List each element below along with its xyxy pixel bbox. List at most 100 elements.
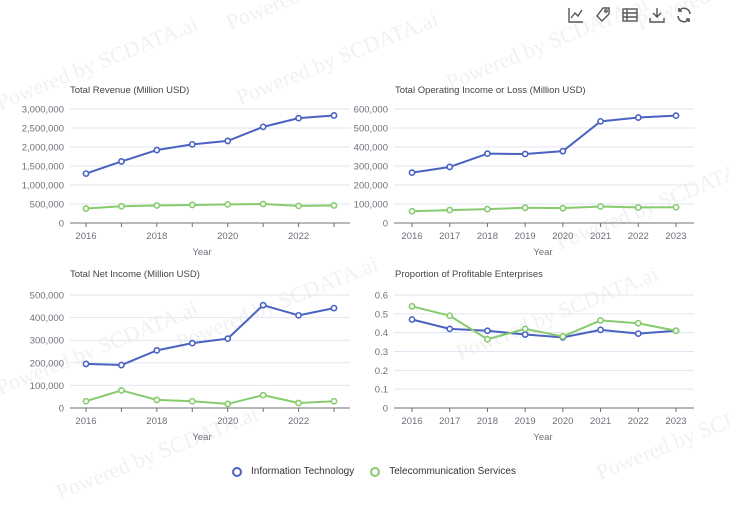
x-axis-label: Year <box>533 432 552 443</box>
data-point[interactable] <box>82 170 90 177</box>
data-point[interactable] <box>446 206 454 214</box>
data-point[interactable] <box>153 346 161 354</box>
data-point[interactable] <box>295 202 302 210</box>
data-point[interactable] <box>330 112 338 119</box>
data-point[interactable] <box>521 150 529 158</box>
data-point[interactable] <box>446 163 454 171</box>
data-point[interactable] <box>259 123 267 131</box>
data-point[interactable] <box>118 158 125 165</box>
data-point[interactable] <box>597 203 604 210</box>
data-point[interactable] <box>408 302 416 310</box>
chart-panel-0: Total Revenue (Million USD) 0 500,000 1,000… <box>22 85 350 258</box>
data-point[interactable] <box>597 326 604 334</box>
chart-panel-2: Total Net Income (Million USD) 0 100,000 20… <box>30 269 350 443</box>
watermark-text: Powered by SCDATA.ai <box>173 251 382 355</box>
data-point[interactable] <box>153 146 161 154</box>
legend-item-telecommunication-services[interactable]: Telecommunication Services <box>366 466 516 477</box>
x-tick-label: 2018 <box>146 231 167 242</box>
data-point[interactable] <box>597 117 604 125</box>
series-line-information-technology <box>411 114 677 174</box>
data-point[interactable] <box>408 207 416 215</box>
x-tick-label: 2016 <box>401 416 422 427</box>
download-icon[interactable] <box>648 6 666 24</box>
data-point[interactable] <box>224 400 232 408</box>
y-tick-label: 500,000 <box>354 124 388 135</box>
chart-title: Total Net Income (Million USD) <box>70 269 200 280</box>
data-point[interactable] <box>118 202 125 210</box>
data-point[interactable] <box>259 391 267 399</box>
data-point[interactable] <box>295 399 302 407</box>
x-tick-label: 2022 <box>628 416 649 427</box>
data-point[interactable] <box>259 301 267 309</box>
legend-label-telecom: Telecommunication Services <box>389 466 516 477</box>
data-point[interactable] <box>521 204 529 212</box>
data-point[interactable] <box>259 200 267 208</box>
data-point[interactable] <box>408 316 416 323</box>
data-point[interactable] <box>224 200 232 208</box>
refresh-icon[interactable] <box>675 6 693 24</box>
data-point[interactable] <box>118 361 125 369</box>
data-point[interactable] <box>330 202 338 209</box>
data-point[interactable] <box>484 150 491 158</box>
data-view-icon[interactable] <box>621 6 639 24</box>
data-point[interactable] <box>82 360 90 368</box>
data-point[interactable] <box>188 339 196 347</box>
x-tick-label: 2021 <box>590 416 611 427</box>
y-tick-label: 0.3 <box>375 347 388 358</box>
data-point[interactable] <box>330 304 338 312</box>
x-tick-label: 2022 <box>288 416 309 427</box>
data-point[interactable] <box>484 205 491 213</box>
data-point[interactable] <box>446 312 454 320</box>
y-tick-label: 100,000 <box>354 200 388 211</box>
data-point[interactable] <box>118 386 125 394</box>
watermark-text: Powered by SCDATA.ai <box>593 381 729 485</box>
chart-legend: Information Technology Telecommunication… <box>228 466 516 477</box>
data-point[interactable] <box>153 396 161 404</box>
data-point[interactable] <box>446 325 454 333</box>
data-point[interactable] <box>634 330 642 338</box>
chart-title: Proportion of Profitable Enterprises <box>395 269 543 280</box>
data-point[interactable] <box>672 203 680 211</box>
line-chart-icon[interactable] <box>567 6 585 24</box>
data-point[interactable] <box>153 202 161 209</box>
y-tick-label: 200,000 <box>30 358 64 369</box>
y-tick-label: 0 <box>59 219 64 230</box>
data-point[interactable] <box>634 319 642 327</box>
data-point[interactable] <box>484 327 491 335</box>
data-point[interactable] <box>521 331 529 338</box>
data-point[interactable] <box>188 397 196 405</box>
data-point[interactable] <box>597 317 604 324</box>
chart-panel-3: Proportion of Profitable Enterprises 0 0.1… <box>375 269 694 443</box>
data-point[interactable] <box>484 335 491 343</box>
x-tick-label: 2018 <box>146 416 167 427</box>
data-point[interactable] <box>82 205 90 212</box>
x-tick-label: 2017 <box>439 416 460 427</box>
data-point[interactable] <box>672 112 680 120</box>
data-point[interactable] <box>634 204 642 211</box>
data-point[interactable] <box>224 137 232 145</box>
legend-item-information-technology[interactable]: Information Technology <box>228 466 354 477</box>
data-point[interactable] <box>408 169 416 177</box>
data-point[interactable] <box>559 147 567 155</box>
data-point[interactable] <box>295 114 302 122</box>
data-point[interactable] <box>672 327 680 335</box>
data-point[interactable] <box>634 114 642 121</box>
data-point[interactable] <box>188 140 196 148</box>
data-point[interactable] <box>224 335 232 343</box>
y-tick-label: 100,000 <box>30 381 64 392</box>
data-point[interactable] <box>521 325 529 333</box>
data-point[interactable] <box>559 333 567 340</box>
data-point[interactable] <box>295 311 302 319</box>
tag-icon[interactable] <box>594 6 612 24</box>
data-point[interactable] <box>82 397 90 405</box>
data-point[interactable] <box>330 397 338 405</box>
x-tick-label: 2016 <box>75 231 96 242</box>
y-tick-label: 0 <box>59 404 64 415</box>
x-axis-label: Year <box>533 247 552 258</box>
data-point[interactable] <box>559 204 567 212</box>
data-point[interactable] <box>188 201 196 209</box>
legend-marker-it <box>232 466 242 477</box>
x-tick-label: 2018 <box>477 231 498 242</box>
chart-title: Total Revenue (Million USD) <box>70 85 189 96</box>
x-tick-label: 2023 <box>665 231 686 242</box>
